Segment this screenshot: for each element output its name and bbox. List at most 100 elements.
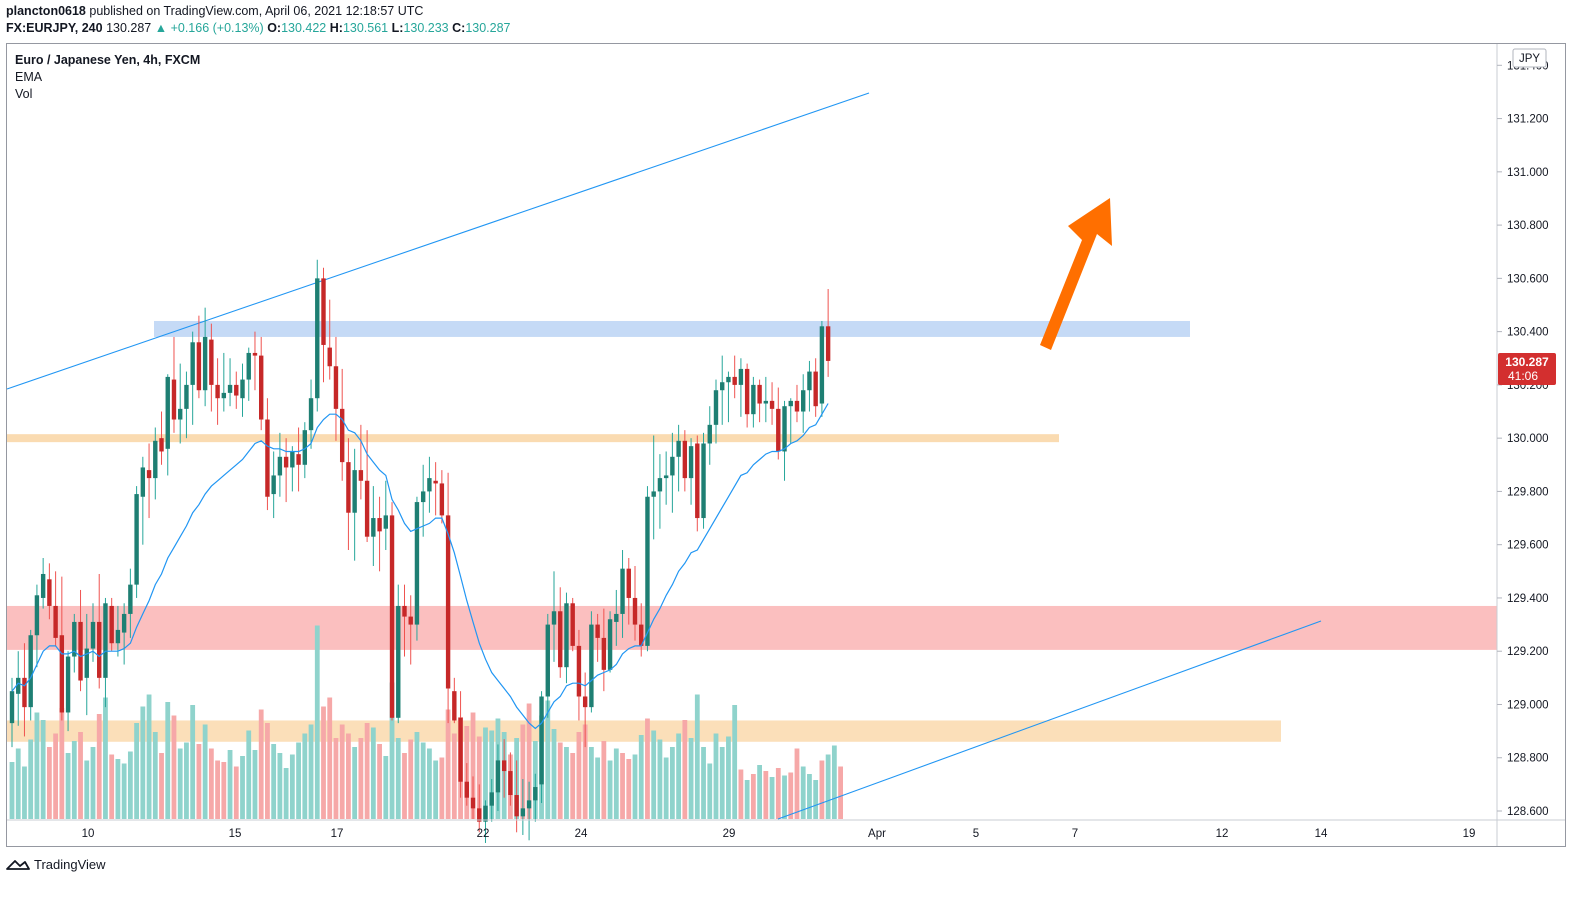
volume-bar <box>90 747 96 819</box>
volume-bar <box>171 715 177 819</box>
candle-body <box>526 800 532 809</box>
candle-body <box>607 619 613 670</box>
volume-bar <box>115 759 121 819</box>
candle-body <box>339 408 345 463</box>
currency-badge[interactable]: JPY <box>1512 48 1547 68</box>
candle-body <box>277 456 283 476</box>
candle-body <box>819 326 825 404</box>
volume-bar <box>470 712 476 819</box>
tradingview-logo[interactable]: TradingView <box>6 857 106 872</box>
volume-bar <box>800 766 806 819</box>
price-tick-label: 130.000 <box>1507 433 1549 445</box>
volume-bar <box>657 739 663 819</box>
volume-bar <box>40 720 46 819</box>
volume-bar <box>190 705 196 819</box>
volume-bar <box>265 723 270 819</box>
volume-bar <box>613 748 619 819</box>
volume-bar <box>127 751 133 819</box>
volume-bar <box>595 757 601 819</box>
candle-body <box>794 400 800 412</box>
price-tick-label: 130.600 <box>1507 273 1549 285</box>
candle-body <box>146 470 152 479</box>
candle-body <box>109 605 114 644</box>
candle-body <box>651 491 656 497</box>
volume-bar <box>433 760 439 819</box>
candle-body <box>202 336 208 391</box>
symbol-label: FX:EURJPY, 240 <box>6 21 103 35</box>
candle-body <box>707 424 712 444</box>
candle-body <box>47 579 52 606</box>
volume-bar <box>65 753 71 819</box>
candle-body <box>72 621 77 657</box>
candle-body <box>620 568 625 614</box>
legend-ema[interactable]: EMA <box>15 70 43 84</box>
candle-body <box>483 805 488 822</box>
volume-bar <box>707 763 713 819</box>
volume-bar <box>202 724 208 819</box>
candle-body <box>582 696 588 708</box>
price-axis: 128.600 128.800 129.000 129.200 129.400 129.6… <box>1497 60 1549 818</box>
volume-bar <box>184 742 189 819</box>
author-name[interactable]: plancton0618 <box>6 4 86 18</box>
legend-vol[interactable]: Vol <box>15 87 33 101</box>
volume-bar <box>252 750 258 819</box>
price-tick-label: 131.000 <box>1507 167 1549 179</box>
candle-body <box>321 278 326 345</box>
support-zone <box>7 434 1059 443</box>
candle-body <box>657 478 663 492</box>
volume-bar <box>333 738 339 819</box>
volume-bar <box>346 733 351 819</box>
candle-body <box>720 382 725 391</box>
bar-countdown: 41:06 <box>1508 369 1538 383</box>
candle-body <box>296 454 301 465</box>
volume-bar <box>626 759 632 819</box>
candle-body <box>464 781 469 798</box>
candle-body <box>377 518 382 532</box>
volume-bar <box>688 738 694 819</box>
price-tick-label: 129.800 <box>1507 486 1549 498</box>
candle-body <box>53 605 58 638</box>
volume-bar <box>22 766 27 819</box>
volume-bar <box>414 732 420 819</box>
candle-body <box>551 611 557 625</box>
candle-body <box>259 355 264 420</box>
candle-body <box>184 384 189 409</box>
candle-body <box>589 624 594 708</box>
volume-bar <box>177 748 183 819</box>
volume-bar <box>59 708 65 819</box>
candle-body <box>389 515 395 718</box>
candle-body <box>22 677 27 708</box>
candle-body <box>28 635 33 708</box>
candle-body <box>221 392 227 399</box>
chart-frame[interactable] <box>6 43 1566 847</box>
candle-body <box>271 475 276 495</box>
volume-bar <box>638 735 644 819</box>
last-price-value: 130.287 <box>1505 355 1549 369</box>
volume-bar <box>296 742 301 819</box>
candle-body <box>695 443 700 519</box>
time-axis: 10 15 17 22 24 29 Apr 5 7 12 14 19 <box>82 828 1476 840</box>
candle-body <box>371 518 376 537</box>
price-tick-label: 129.400 <box>1507 593 1549 605</box>
volume-bar <box>159 753 164 819</box>
candle-body <box>78 621 83 681</box>
candle-body <box>215 384 220 399</box>
candle-body <box>445 515 451 689</box>
candle-body <box>315 278 320 399</box>
volume-bar <box>719 747 725 819</box>
volume-bar <box>445 709 451 819</box>
volume-bar <box>289 754 295 819</box>
time-tick-label: 7 <box>1072 828 1078 840</box>
candle-body <box>676 440 681 457</box>
volume-bar <box>339 724 345 819</box>
candle-body <box>128 584 133 614</box>
candle-body <box>333 366 339 409</box>
candle-body <box>801 390 806 412</box>
candle-body <box>171 379 177 420</box>
candle-body <box>84 648 89 678</box>
price-tick-label: 128.600 <box>1507 806 1549 818</box>
volume-bar <box>364 723 370 819</box>
volume-bar <box>258 709 264 819</box>
volume-bar <box>819 760 825 819</box>
